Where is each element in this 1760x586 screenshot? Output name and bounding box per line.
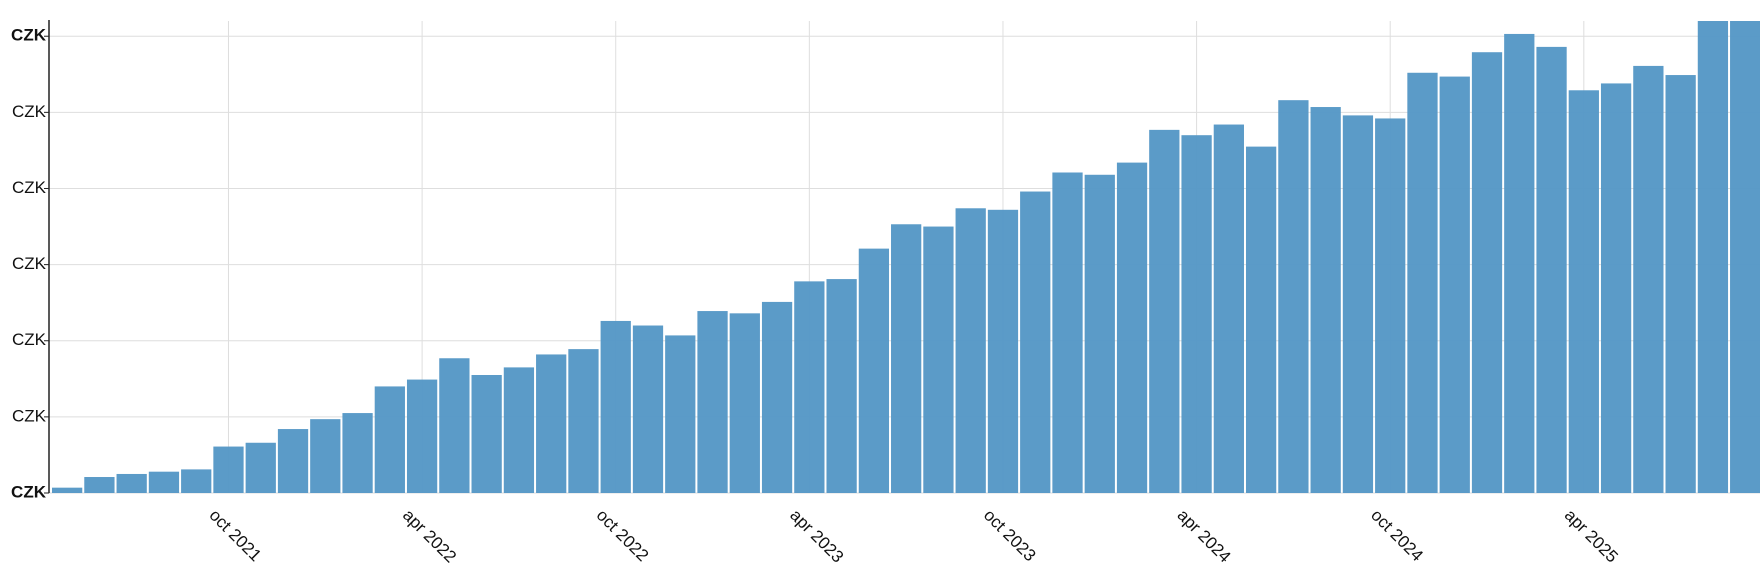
bar	[891, 224, 922, 493]
bar	[1342, 115, 1374, 494]
bar	[1278, 100, 1309, 493]
bar	[632, 325, 664, 493]
bar	[955, 208, 986, 494]
bar	[1439, 76, 1470, 494]
bar	[697, 311, 728, 493]
bar	[310, 419, 341, 493]
bar	[1633, 65, 1664, 493]
bar	[503, 367, 535, 493]
x-tick-label: apr 2023	[786, 506, 847, 567]
bar	[1568, 90, 1599, 494]
bar	[245, 442, 276, 493]
bar	[1697, 21, 1729, 493]
bar	[1471, 52, 1503, 494]
bar	[471, 375, 502, 493]
bar	[374, 386, 405, 493]
bar	[1084, 174, 1115, 493]
y-tick-label: CZK	[12, 406, 47, 425]
bar	[794, 281, 825, 493]
y-tick-label: CZK	[12, 178, 47, 197]
bar	[406, 379, 438, 493]
bar	[858, 248, 890, 493]
x-tick-label: apr 2025	[1561, 506, 1622, 567]
bar	[1536, 46, 1567, 493]
bar	[1020, 191, 1051, 493]
bar	[84, 477, 115, 493]
bar	[987, 209, 1019, 494]
bar	[277, 429, 309, 493]
bar	[1730, 21, 1760, 493]
x-tick-label: oct 2023	[980, 506, 1040, 566]
bar	[536, 354, 567, 493]
x-tick-label: oct 2021	[205, 506, 265, 566]
y-tick-label: CZK	[12, 102, 47, 121]
x-tick-label: oct 2022	[593, 506, 653, 566]
bar	[1052, 172, 1083, 494]
bar	[181, 469, 212, 493]
y-tick-label: CZK	[11, 26, 47, 45]
bar	[52, 487, 83, 493]
bar	[1665, 75, 1696, 494]
bar	[1310, 107, 1341, 493]
x-tick-label: apr 2022	[399, 506, 460, 567]
bar	[568, 349, 599, 493]
bar	[923, 226, 954, 493]
bar	[1407, 72, 1438, 494]
bar	[1149, 129, 1180, 494]
x-tick-label: oct 2024	[1367, 506, 1427, 566]
y-tick-label: CZK	[12, 254, 47, 273]
bar	[1116, 162, 1148, 493]
bar	[1600, 83, 1632, 493]
bar	[665, 335, 696, 493]
y-tick-label: CZK	[11, 482, 47, 501]
bar	[600, 320, 631, 493]
x-tick-label: apr 2024	[1174, 506, 1235, 567]
bar	[826, 279, 857, 493]
bar	[148, 471, 180, 493]
y-tick-label: CZK	[12, 330, 47, 349]
bar	[439, 358, 470, 493]
bar	[1213, 124, 1244, 493]
bar	[729, 313, 760, 493]
bar	[1181, 135, 1212, 493]
bar	[213, 446, 244, 493]
bar	[1375, 118, 1406, 493]
bar	[1504, 33, 1535, 494]
bar	[342, 413, 373, 493]
bar	[1245, 146, 1277, 493]
bar	[116, 473, 147, 493]
bar	[761, 301, 793, 493]
